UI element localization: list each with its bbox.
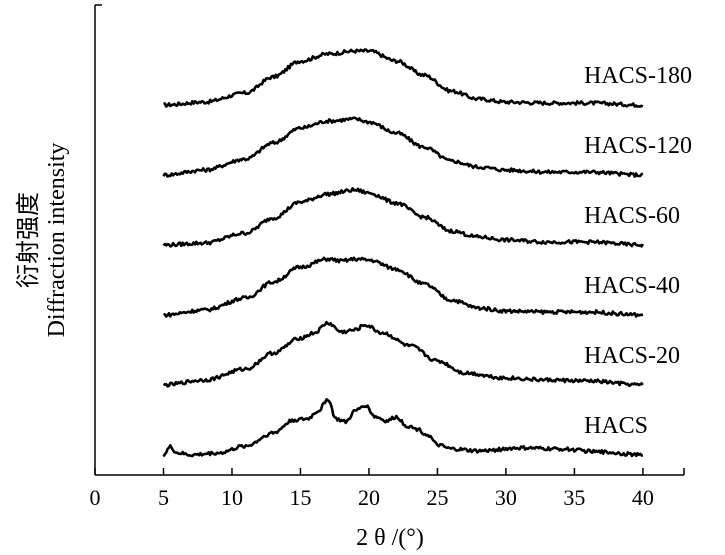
series-line-hacs-120 <box>162 116 644 178</box>
series-label: HACS-40 <box>584 273 680 299</box>
y-axis-label-group-en: Diffraction intensity <box>44 143 70 338</box>
x-tick-label: 0 <box>90 485 101 510</box>
x-tick-label: 20 <box>358 485 380 510</box>
series-label: HACS-180 <box>584 63 692 89</box>
series-label: HACS <box>584 413 648 439</box>
series-line-hacs-180 <box>163 48 644 108</box>
y-axis-label-cn: 衍射强度 <box>15 192 42 288</box>
x-tick-label: 5 <box>158 485 169 510</box>
series-line-hacs-40 <box>163 256 644 318</box>
x-tick-label: 40 <box>632 485 654 510</box>
series-line-hacs-60 <box>162 187 645 248</box>
x-tick-label: 25 <box>426 485 448 510</box>
x-axis-label: 2 θ /(°) <box>356 525 424 551</box>
series-label: HACS-120 <box>584 133 692 159</box>
y-axis-label-en: Diffraction intensity <box>44 143 70 338</box>
x-tick-label: 30 <box>495 485 517 510</box>
series-line-hacs <box>162 398 644 458</box>
series-label: HACS-60 <box>584 203 680 229</box>
series-line-hacs-20 <box>162 320 644 388</box>
x-tick-label: 15 <box>289 485 311 510</box>
x-axis-ticks: 0 5 10 15 20 25 30 35 40 <box>90 468 654 510</box>
x-tick-label: 10 <box>221 485 243 510</box>
x-tick-label: 35 <box>563 485 585 510</box>
series-label: HACS-20 <box>584 343 680 369</box>
series-group: HACS-180 HACS-120 HACS-60 HACS-40 HACS-20 HAC… <box>162 48 692 458</box>
y-axis-label-group: 衍射强度 <box>15 192 42 288</box>
